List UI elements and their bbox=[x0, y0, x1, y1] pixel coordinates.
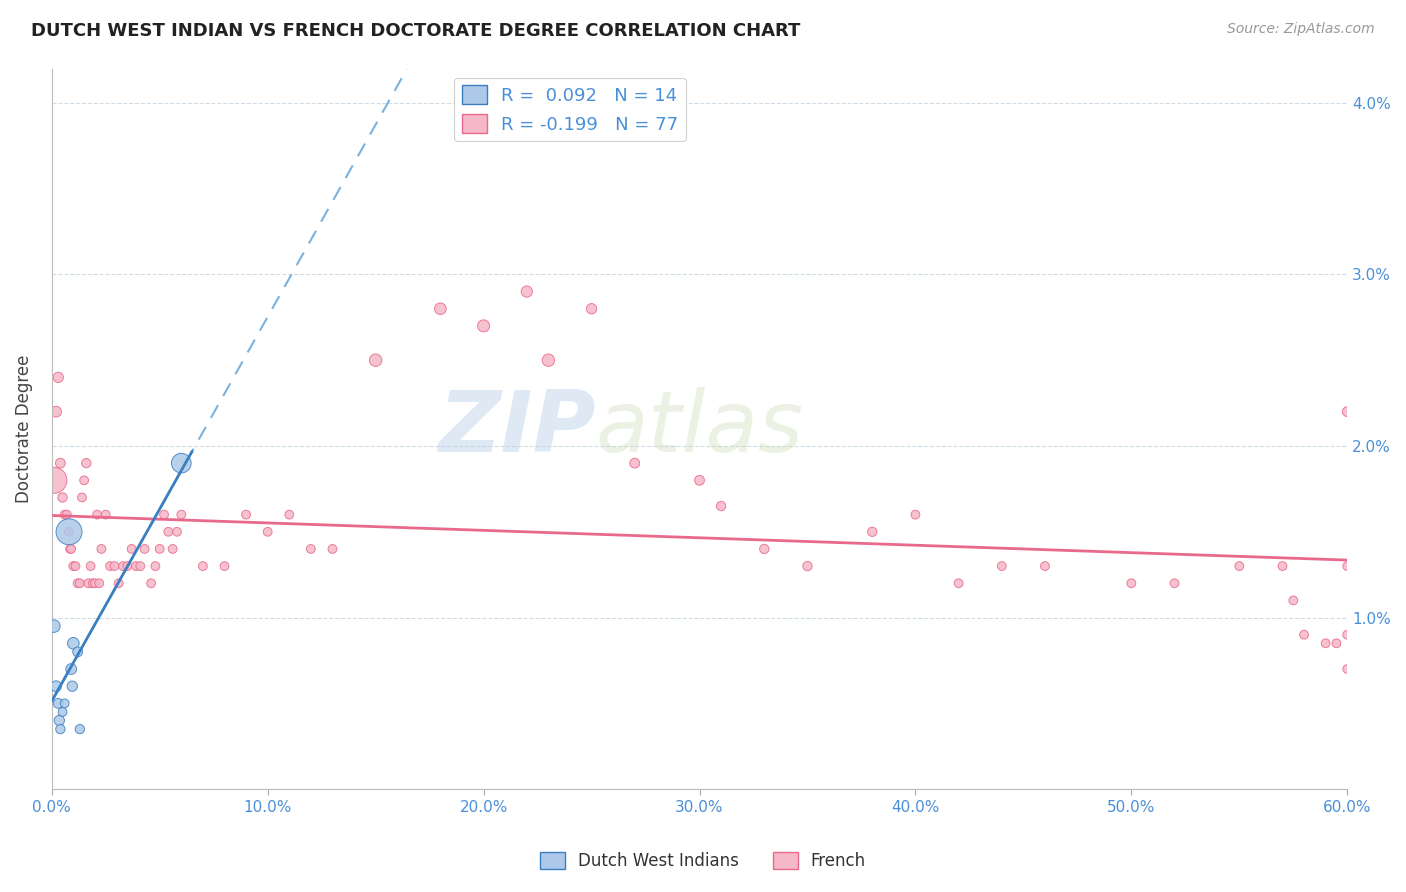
Point bbox=[53, 508, 76, 522]
Point bbox=[42, 619, 65, 633]
Point bbox=[904, 508, 927, 522]
Point bbox=[51, 491, 73, 505]
Point bbox=[62, 636, 84, 650]
Point bbox=[214, 559, 236, 574]
Point bbox=[1271, 559, 1294, 574]
Point bbox=[429, 301, 451, 316]
Point bbox=[1121, 576, 1143, 591]
Point bbox=[56, 508, 79, 522]
Point bbox=[754, 541, 776, 556]
Point bbox=[46, 370, 69, 384]
Point bbox=[256, 524, 278, 539]
Point bbox=[48, 714, 70, 728]
Point bbox=[1315, 636, 1337, 650]
Point bbox=[121, 541, 143, 556]
Point bbox=[73, 473, 96, 487]
Text: Source: ZipAtlas.com: Source: ZipAtlas.com bbox=[1227, 22, 1375, 37]
Point bbox=[145, 559, 167, 574]
Point bbox=[689, 473, 711, 487]
Point bbox=[166, 524, 188, 539]
Point bbox=[1336, 662, 1358, 676]
Point bbox=[472, 318, 495, 333]
Y-axis label: Doctorate Degree: Doctorate Degree bbox=[15, 355, 32, 503]
Point bbox=[991, 559, 1014, 574]
Point bbox=[516, 285, 538, 299]
Point bbox=[49, 722, 72, 736]
Point bbox=[79, 559, 101, 574]
Point bbox=[89, 576, 111, 591]
Point bbox=[42, 473, 65, 487]
Point bbox=[46, 697, 69, 711]
Point bbox=[62, 559, 84, 574]
Point bbox=[153, 508, 176, 522]
Point bbox=[77, 576, 100, 591]
Point bbox=[125, 559, 148, 574]
Point bbox=[107, 576, 129, 591]
Point bbox=[60, 679, 83, 693]
Point bbox=[58, 524, 80, 539]
Point bbox=[710, 499, 733, 513]
Point bbox=[49, 456, 72, 470]
Point bbox=[1336, 559, 1358, 574]
Point bbox=[70, 491, 93, 505]
Text: DUTCH WEST INDIAN VS FRENCH DOCTORATE DEGREE CORRELATION CHART: DUTCH WEST INDIAN VS FRENCH DOCTORATE DE… bbox=[31, 22, 800, 40]
Point bbox=[129, 559, 152, 574]
Point bbox=[1227, 559, 1250, 574]
Point bbox=[60, 662, 83, 676]
Legend: Dutch West Indians, French: Dutch West Indians, French bbox=[533, 845, 873, 877]
Point bbox=[299, 541, 322, 556]
Point bbox=[66, 645, 89, 659]
Point bbox=[69, 576, 91, 591]
Point bbox=[139, 576, 162, 591]
Point bbox=[90, 541, 112, 556]
Point bbox=[1163, 576, 1185, 591]
Point bbox=[111, 559, 134, 574]
Point bbox=[537, 353, 560, 368]
Point bbox=[364, 353, 387, 368]
Point bbox=[60, 541, 83, 556]
Point bbox=[45, 405, 67, 419]
Point bbox=[170, 456, 193, 470]
Point bbox=[134, 541, 156, 556]
Point bbox=[51, 705, 73, 719]
Point bbox=[1033, 559, 1056, 574]
Point bbox=[162, 541, 184, 556]
Point bbox=[235, 508, 257, 522]
Point bbox=[45, 679, 67, 693]
Point bbox=[157, 524, 180, 539]
Point bbox=[1326, 636, 1348, 650]
Point bbox=[82, 576, 104, 591]
Point bbox=[860, 524, 883, 539]
Point bbox=[103, 559, 125, 574]
Point bbox=[58, 524, 80, 539]
Point bbox=[94, 508, 117, 522]
Text: ZIP: ZIP bbox=[439, 387, 596, 470]
Point bbox=[53, 697, 76, 711]
Point bbox=[1282, 593, 1305, 607]
Point bbox=[796, 559, 818, 574]
Point bbox=[321, 541, 343, 556]
Point bbox=[1336, 405, 1358, 419]
Text: atlas: atlas bbox=[596, 387, 804, 470]
Point bbox=[1294, 628, 1316, 642]
Point bbox=[98, 559, 121, 574]
Point bbox=[948, 576, 970, 591]
Point bbox=[623, 456, 645, 470]
Point bbox=[66, 576, 89, 591]
Legend: R =  0.092   N = 14, R = -0.199   N = 77: R = 0.092 N = 14, R = -0.199 N = 77 bbox=[454, 78, 686, 141]
Point bbox=[86, 508, 108, 522]
Point bbox=[84, 576, 107, 591]
Point bbox=[65, 559, 87, 574]
Point bbox=[59, 541, 82, 556]
Point bbox=[170, 508, 193, 522]
Point bbox=[191, 559, 214, 574]
Point bbox=[1336, 628, 1358, 642]
Point bbox=[278, 508, 301, 522]
Point bbox=[149, 541, 172, 556]
Point bbox=[581, 301, 603, 316]
Point bbox=[117, 559, 139, 574]
Point bbox=[69, 722, 91, 736]
Point bbox=[75, 456, 97, 470]
